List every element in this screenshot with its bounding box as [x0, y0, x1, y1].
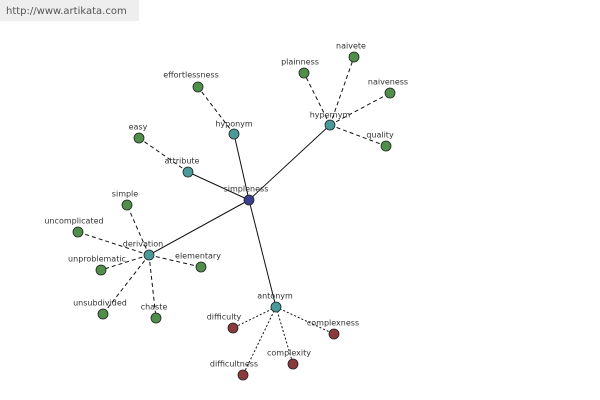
- node[interactable]: [182, 166, 194, 178]
- node[interactable]: [237, 369, 249, 381]
- node-label: naiveness: [368, 78, 408, 87]
- edge: [275, 306, 335, 335]
- node-label: elementary: [175, 252, 221, 261]
- edge: [329, 92, 391, 126]
- node[interactable]: [121, 199, 133, 211]
- edge: [138, 137, 189, 173]
- edge: [275, 306, 294, 365]
- edge: [148, 254, 157, 319]
- edge: [248, 124, 331, 201]
- node[interactable]: [97, 308, 109, 320]
- node[interactable]: [384, 87, 396, 99]
- node[interactable]: [324, 119, 336, 131]
- url-box: [0, 0, 139, 21]
- edge: [197, 86, 235, 135]
- node-label: quality: [366, 131, 394, 140]
- node-label: complexity: [267, 349, 311, 358]
- node-label: antonym: [257, 292, 293, 301]
- nodes: simpleness hyponym hypernym attribute deriva…: [44, 42, 408, 381]
- edges: [77, 56, 391, 376]
- node-label: chaste: [141, 303, 168, 312]
- edge: [102, 254, 150, 315]
- edge: [148, 254, 202, 268]
- edge: [329, 56, 355, 126]
- node[interactable]: [195, 261, 207, 273]
- node-label: naivete: [336, 42, 366, 51]
- node-label: simple: [112, 190, 138, 199]
- edge: [77, 231, 150, 256]
- node-label: simpleness: [224, 185, 269, 194]
- edge: [187, 171, 250, 201]
- node-label: uncomplicated: [44, 217, 103, 226]
- node-label: derivation: [123, 240, 163, 249]
- url: http://www.artikata.com: [6, 6, 127, 17]
- node[interactable]: [380, 140, 392, 152]
- edge: [329, 124, 387, 147]
- node[interactable]: [328, 328, 340, 340]
- node-label: plainness: [281, 58, 319, 67]
- edge: [100, 254, 150, 271]
- node[interactable]: [72, 226, 84, 238]
- node-label: hyponym: [215, 120, 253, 129]
- node-label: difficultness: [210, 360, 258, 369]
- edge: [248, 199, 277, 308]
- node-label: complexness: [307, 319, 359, 328]
- node[interactable]: [95, 264, 107, 276]
- node[interactable]: [287, 358, 299, 370]
- node[interactable]: [298, 67, 310, 79]
- node[interactable]: [348, 51, 360, 63]
- node[interactable]: [227, 322, 239, 334]
- node[interactable]: [150, 312, 162, 324]
- node-label: difficulty: [207, 313, 242, 322]
- node-label: effortlessness: [163, 71, 219, 80]
- edge: [303, 72, 331, 126]
- edge: [233, 133, 250, 201]
- node[interactable]: [133, 132, 145, 144]
- edge: [126, 204, 150, 256]
- edge: [148, 199, 250, 256]
- node-label: hypernym: [310, 111, 351, 120]
- node[interactable]: [243, 194, 255, 206]
- node-label: attribute: [165, 157, 200, 166]
- node-label: unproblematic: [68, 255, 126, 264]
- node[interactable]: [270, 301, 282, 313]
- edge: [242, 306, 277, 376]
- node-label: easy: [129, 123, 148, 132]
- node[interactable]: [192, 81, 204, 93]
- node[interactable]: [143, 249, 155, 261]
- node[interactable]: [228, 128, 240, 140]
- node-label: unsubdivided: [73, 299, 127, 308]
